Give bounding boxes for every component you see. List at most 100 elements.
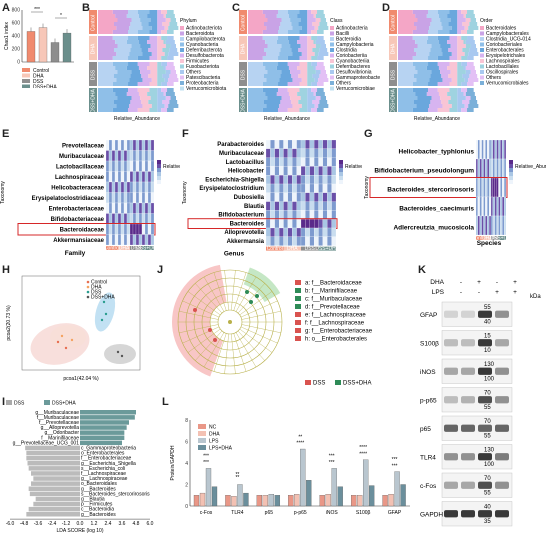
stack-segment	[130, 74, 142, 78]
stack-segment	[307, 100, 313, 104]
scale-swatch	[157, 176, 161, 180]
x-tick-label: -4.8	[20, 521, 29, 527]
heat-cell	[292, 175, 297, 185]
stack-segment	[299, 36, 308, 40]
stack-segment	[288, 92, 298, 96]
category-label: p-p65	[294, 510, 307, 516]
lda-bar	[31, 471, 80, 476]
heat-cell	[483, 139, 486, 160]
heat-cell	[283, 219, 288, 229]
stack-segment	[149, 30, 158, 34]
heat-cell	[108, 160, 113, 172]
stack-segment	[276, 92, 289, 96]
stack-segment	[279, 26, 293, 30]
heat-cell	[300, 175, 306, 185]
heat-cell	[279, 227, 284, 237]
panel-letter-j: J	[157, 264, 164, 276]
stack-segment	[317, 82, 324, 86]
legend-label: Clostridia	[336, 48, 357, 54]
heat-cell	[279, 201, 284, 211]
heat-cell	[504, 215, 507, 236]
heat-cell	[296, 227, 302, 237]
stack-segment	[465, 66, 475, 70]
stack-segment	[416, 26, 430, 30]
heat-cell	[322, 227, 328, 237]
stack-segment	[147, 14, 158, 18]
x-axis-label: Relative_Abundance	[414, 116, 460, 122]
stack-segment	[169, 48, 178, 52]
stack-segment	[457, 22, 463, 26]
stack-segment	[248, 82, 263, 86]
stack-segment	[290, 18, 301, 22]
group-label: DHA	[119, 245, 130, 251]
group-label: DSS	[490, 235, 501, 241]
heat-cell	[147, 181, 152, 193]
stack-segment	[314, 104, 319, 108]
clade-branch	[237, 283, 265, 314]
y-tick-label: 400	[12, 34, 21, 40]
heat-cell	[114, 213, 119, 225]
stack-segment	[468, 26, 479, 30]
stack-segment	[307, 96, 316, 100]
stack-segment	[464, 26, 469, 30]
stack-segment	[469, 48, 478, 52]
stack-segment	[147, 92, 158, 96]
stack-segment	[157, 78, 165, 82]
stack-segment	[98, 56, 113, 60]
category-label: S100β	[356, 510, 371, 516]
stack-segment	[157, 36, 162, 40]
heat-cell	[132, 171, 137, 183]
stack-segment	[98, 88, 113, 92]
heat-cell	[108, 150, 113, 162]
stack-segment	[169, 74, 178, 78]
taxon-label: g__Bacteroides	[81, 486, 116, 492]
legend-label: Desulfobacterota	[186, 53, 224, 59]
heat-cell	[287, 201, 293, 211]
legend-swatch	[198, 431, 206, 436]
stack-segment	[278, 82, 288, 86]
stack-segment	[415, 66, 427, 70]
stack-segment	[429, 52, 443, 56]
stack-segment	[457, 108, 462, 112]
stack-segment	[416, 52, 430, 56]
row-label: Helicobacter_typhlonius	[399, 148, 475, 155]
stack-segment	[463, 14, 466, 18]
heat-cell	[132, 160, 137, 172]
heat-cell	[126, 213, 131, 225]
stack-segment	[142, 26, 152, 30]
stack-segment	[438, 66, 448, 70]
stack-segment	[470, 44, 476, 48]
heat-cell	[494, 196, 497, 217]
scale-swatch	[339, 164, 343, 168]
heat-cell	[496, 158, 499, 179]
stack-segment	[462, 100, 470, 104]
kda-marker: 35	[484, 519, 491, 525]
stack-segment	[265, 92, 277, 96]
bar	[262, 495, 269, 507]
stack-segment	[151, 26, 158, 30]
stack-segment	[157, 100, 163, 104]
heat-cell	[279, 210, 284, 220]
panel-h: H pcoa1(42.04 %) pcoa2(20.73 %) Control DHA…	[0, 262, 150, 392]
heat-cell	[300, 139, 306, 149]
stack-segment	[149, 108, 158, 112]
legend-swatch	[22, 84, 30, 89]
stack-segment	[301, 104, 308, 108]
panel-a: A 800 600 400 200 0 Chao1 index *** * Control DHA…	[0, 0, 80, 91]
bar	[368, 485, 375, 507]
stack-segment	[307, 66, 314, 70]
stack-segment	[300, 44, 308, 48]
heat-cell	[300, 219, 306, 229]
heat-cell	[138, 139, 143, 151]
heat-cell	[322, 201, 328, 211]
stack-segment	[429, 26, 443, 30]
stack-segment	[165, 44, 171, 48]
stack-segment	[281, 70, 291, 74]
highlight-box	[17, 223, 156, 236]
y-tick-label: 600	[12, 21, 21, 27]
scale-swatch	[509, 172, 513, 176]
legend-swatch	[180, 26, 184, 30]
group-label: DSS	[305, 246, 316, 252]
panel-letter-i: I	[2, 396, 6, 408]
stack-segment	[462, 22, 470, 26]
